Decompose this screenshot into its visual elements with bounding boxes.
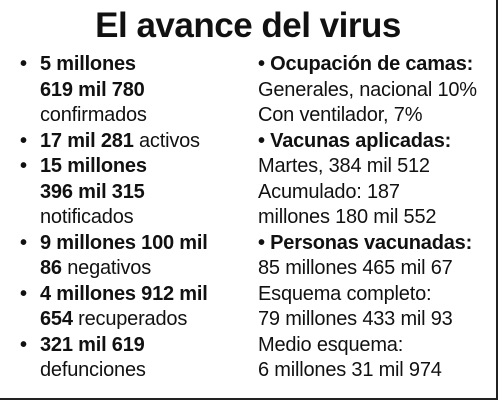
people-heading: • Personas vacunadas: [258, 231, 494, 257]
stat-confirmados: • 5 millones 619 mil 780 confirmados [18, 52, 258, 129]
stat-line2: 86 negativos [40, 256, 258, 282]
stat-defunciones: • 321 mil 619 defunciones [18, 333, 258, 384]
people-half-label: Medio esquema: [258, 333, 404, 356]
vaccines-cumulative-1: Acumulado: 187 [258, 180, 400, 203]
stat-recuperados: • 4 millones 912 mil 654 recuperados [18, 282, 258, 333]
stat-value: 17 mil 281 [40, 129, 134, 152]
people-half-value: 6 millones 31 mil 974 [258, 359, 442, 381]
stat-value-line1: 321 mil 619 [40, 333, 145, 356]
stat-label: notificados [40, 206, 134, 228]
vaccines-heading: • Vacunas aplicadas: [258, 129, 494, 155]
stat-value-line1: 5 millones [40, 53, 136, 75]
stat-label: defunciones [40, 359, 146, 381]
beds-heading-text: Ocupación de camas: [270, 53, 474, 75]
vaccines-heading-text: Vacunas aplicadas: [270, 129, 452, 152]
left-column: • 5 millones 619 mil 780 confirmados • 1… [18, 52, 258, 384]
stat-negativos: • 9 millones 100 mil 86 negativos [18, 231, 258, 282]
bullet: • [258, 53, 265, 75]
stat-value-line1: 9 millones 100 mil [40, 231, 208, 254]
stat-value-line2: 396 mil 315 [40, 180, 145, 203]
people-heading-text: Personas vacunadas: [270, 231, 473, 254]
beds-heading: • Ocupación de camas: [258, 52, 494, 78]
stat-activos: • 17 mil 281 activos [18, 129, 258, 155]
stat-notificados: • 15 millones 396 mil 315 notificados [18, 154, 258, 231]
beds-general: Generales, nacional 10% [258, 78, 477, 101]
bullet: • [258, 231, 265, 254]
stat-value: 86 [40, 257, 62, 279]
stat-label: activos [139, 129, 200, 152]
stat-line2: 654 recuperados [40, 307, 258, 333]
bullet: • [258, 129, 265, 152]
beds-ventilator: Con ventilador, 7% [258, 104, 423, 126]
stat-value-line2: 619 mil 780 [40, 78, 145, 101]
stat-value-line1: 4 millones 912 mil [40, 282, 208, 305]
people-full-label: Esquema completo: [258, 282, 432, 305]
stat-label: negativos [67, 257, 152, 279]
vaccines-tuesday: Martes, 384 mil 512 [258, 155, 430, 177]
right-column: • Ocupación de camas: Generales, naciona… [258, 52, 494, 384]
bullet: • [20, 282, 27, 305]
bullet: • [20, 129, 27, 152]
stat-line: 17 mil 281 activos [40, 129, 258, 155]
bullet: • [20, 333, 27, 356]
stat-value: 654 [40, 308, 73, 330]
stat-value-line1: 15 millones [40, 155, 147, 177]
stat-label: confirmados [40, 104, 147, 126]
people-total: 85 millones 465 mil 67 [258, 257, 453, 279]
bullet: • [20, 155, 27, 177]
stat-label: recuperados [78, 308, 188, 330]
vaccines-cumulative-2: millones 180 mil 552 [258, 206, 437, 228]
page-title: El avance del virus [95, 6, 401, 45]
bullet: • [20, 231, 27, 254]
people-full-value: 79 millones 433 mil 93 [258, 308, 453, 330]
bullet: • [20, 53, 27, 75]
